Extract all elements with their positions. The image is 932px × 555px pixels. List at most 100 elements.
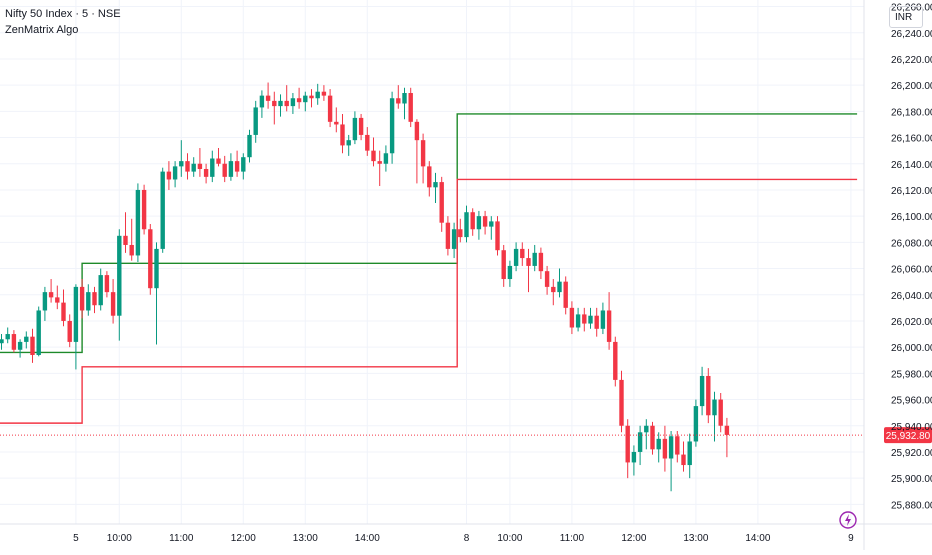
candle-up	[228, 161, 234, 177]
candle-up	[98, 275, 103, 306]
candle-up	[383, 153, 389, 164]
candle-down	[650, 425, 655, 450]
x-tick-label: 11:00	[560, 533, 585, 544]
candle-up	[451, 229, 457, 249]
candle-down	[420, 140, 426, 167]
candle-down	[79, 286, 85, 311]
candle-down	[67, 320, 72, 342]
candle-down	[439, 182, 444, 223]
currency-selector[interactable]: INR	[889, 6, 923, 28]
candle-up	[600, 310, 606, 329]
x-tick-label: 13:00	[683, 533, 708, 544]
candle-up	[712, 399, 717, 416]
candle-up	[699, 375, 705, 407]
candle-down	[501, 250, 506, 280]
price-axis[interactable]: 25,880.0025,900.0025,920.0025,940.0025,9…	[863, 0, 932, 550]
candle-down	[358, 117, 364, 135]
candle-down	[613, 341, 618, 380]
candle-up	[557, 281, 562, 293]
candle-down	[197, 163, 203, 169]
candle-down	[470, 212, 475, 230]
y-tick-label: 26,000.00	[891, 343, 932, 354]
x-tick-label: 12:00	[231, 533, 256, 544]
candle-up	[507, 265, 513, 280]
candle-down	[718, 399, 723, 426]
y-tick-label: 26,060.00	[891, 265, 932, 276]
candle-up	[86, 292, 91, 311]
candle-up	[241, 157, 246, 172]
candle-down	[625, 425, 630, 463]
candlestick-series	[0, 82, 730, 492]
candle-down	[371, 150, 376, 162]
candle-down	[526, 258, 531, 266]
x-tick-label: 13:00	[293, 533, 318, 544]
candle-up	[389, 98, 395, 154]
candle-down	[606, 310, 612, 342]
candle-down	[123, 235, 128, 245]
x-tick-label: 5	[73, 533, 79, 544]
indicator-lines	[0, 113, 858, 424]
x-tick-label: 9	[848, 533, 854, 544]
candle-down	[377, 161, 382, 164]
candle-down	[55, 297, 60, 303]
x-tick-label: 14:00	[355, 533, 380, 544]
x-tick-label: 10:00	[497, 533, 522, 544]
y-tick-label: 26,120.00	[891, 186, 932, 197]
candle-down	[129, 244, 134, 256]
lightning-logo-icon[interactable]	[838, 510, 858, 530]
candle-down	[340, 124, 345, 146]
candle-down	[495, 221, 500, 251]
candle-down	[365, 134, 370, 151]
candle-down	[563, 281, 568, 308]
candle-down	[272, 100, 277, 107]
candle-down	[309, 95, 314, 99]
candle-down	[30, 336, 35, 356]
candle-up	[210, 158, 215, 177]
candle-up	[433, 182, 438, 188]
candle-down	[724, 425, 730, 435]
candle-down	[327, 95, 333, 122]
candle-up	[588, 315, 593, 324]
candle-down	[520, 248, 525, 259]
candle-up	[693, 406, 699, 442]
candle-up	[631, 451, 637, 463]
candle-down	[321, 91, 327, 96]
candle-up	[687, 441, 692, 466]
candle-down	[414, 121, 420, 141]
candle-down	[148, 229, 153, 289]
y-tick-label: 26,020.00	[891, 317, 932, 328]
candle-down	[265, 95, 271, 101]
y-tick-label: 26,220.00	[891, 55, 932, 66]
candle-down	[284, 100, 289, 107]
x-tick-label: 12:00	[621, 533, 646, 544]
candle-up	[278, 100, 283, 107]
y-tick-label: 26,140.00	[891, 160, 932, 171]
candle-up	[290, 98, 296, 107]
candle-down	[334, 121, 339, 125]
y-tick-label: 26,040.00	[891, 291, 932, 302]
y-tick-label: 25,880.00	[891, 500, 932, 511]
candle-up	[644, 425, 649, 433]
candle-down	[544, 271, 550, 287]
candle-down	[427, 166, 432, 188]
y-tick-label: 26,180.00	[891, 107, 932, 118]
candle-up	[464, 212, 469, 238]
candle-down	[222, 163, 227, 177]
indicator-name[interactable]: ZenMatrix Algo	[5, 24, 79, 36]
last-price-badge	[884, 427, 932, 444]
candle-up	[179, 161, 184, 167]
candle-down	[104, 275, 110, 293]
time-axis[interactable]: 5 10:00 11:00 12:00 13:00 14:00 8 10:00 11:00 12:…	[0, 523, 932, 544]
candle-up	[259, 95, 265, 108]
candle-down	[61, 302, 66, 321]
candle-down	[538, 252, 544, 272]
grid-lines	[0, 0, 864, 524]
last-price-line: 25,932.80	[0, 427, 932, 444]
candle-down	[234, 161, 240, 172]
candle-up	[17, 341, 23, 350]
candle-down	[681, 454, 686, 466]
symbol-title[interactable]: Nifty 50 Index · 5 · NSE	[5, 8, 121, 20]
candle-down	[110, 292, 116, 316]
